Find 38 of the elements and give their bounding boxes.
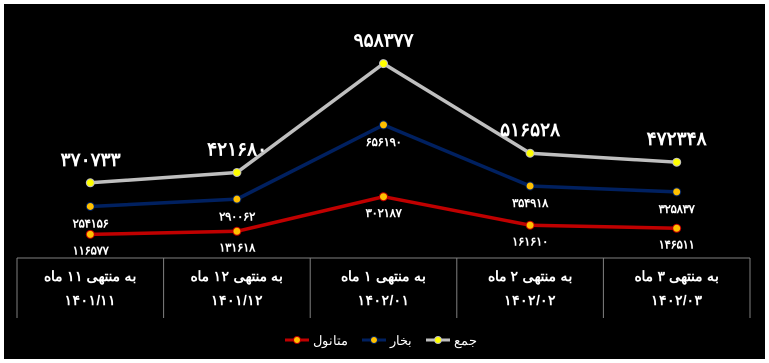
point: [526, 148, 535, 158]
point: [86, 230, 95, 239]
point: [232, 194, 242, 204]
point: [379, 120, 388, 130]
legend-label: متانول: [313, 333, 348, 349]
data-label: ۳۲۵۸۳۷: [658, 202, 696, 216]
x-tick-label: به منتهی ۱ ماه ۱۴۰۲/۰۱: [341, 268, 426, 308]
point: [86, 202, 95, 211]
point: [232, 226, 242, 236]
point: [379, 59, 388, 68]
point: [86, 178, 95, 188]
data-label: ۲۹۰۰۶۲: [218, 209, 256, 224]
data-label: ۱۱۶۵۷۷: [72, 244, 110, 258]
point: [672, 224, 682, 233]
legend-label: جمع: [454, 333, 477, 349]
legend-label: بخار: [389, 333, 412, 349]
data-label: ۱۶۱۶۱۰: [512, 234, 548, 248]
x-tick-label: به منتهی ۲ ماه ۱۴۰۲/۰۲: [488, 268, 572, 308]
data-label: ۱۳۱۶۱۸: [218, 240, 256, 254]
x-tick-label: به منتهی ۳ ماه ۱۴۰۲/۰۳: [634, 268, 720, 308]
point: [232, 168, 242, 177]
point: [672, 187, 682, 196]
x-tick-label: به منتهی ۱۱ ماه ۱۴۰۱/۱۱: [44, 268, 137, 308]
point: [526, 220, 535, 230]
data-label: ۳۰۲۱۸۷: [366, 206, 402, 220]
data-label: ۶۵۶۱۹۰: [366, 135, 402, 150]
x-tick-label: به منتهی ۱۲ ماه ۱۴۰۱/۱۲: [190, 268, 284, 308]
point: [379, 192, 388, 202]
point: [526, 182, 535, 191]
data-label: ۳۷۰۷۳۳: [60, 150, 122, 171]
data-label: ۱۴۶۵۱۱: [658, 237, 695, 252]
data-label: ۲۵۴۱۵۶: [72, 216, 108, 231]
data-label: ۵۱۶۵۲۸: [500, 120, 562, 142]
data-label: ۹۵۸۳۷۷: [354, 30, 414, 52]
data-label: ۴۷۲۳۴۸: [646, 129, 708, 150]
data-label: ۴۲۱۶۸۰: [206, 139, 267, 160]
point: [672, 158, 682, 167]
data-label: ۳۵۴۹۱۸: [512, 196, 550, 210]
